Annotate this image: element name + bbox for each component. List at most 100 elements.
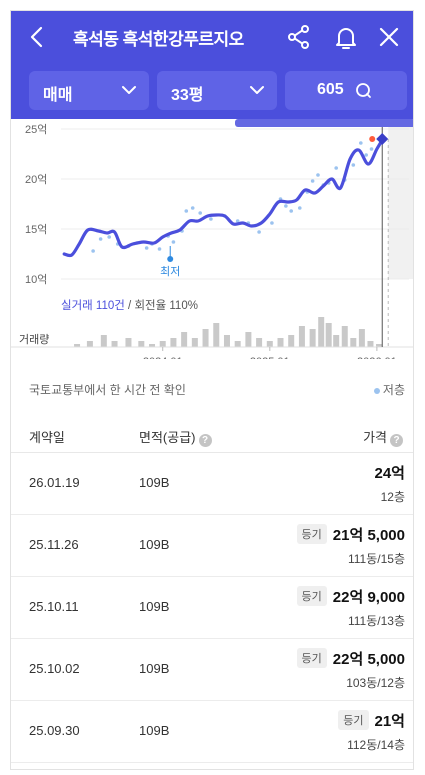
- volume-bar: [298, 326, 305, 347]
- top-bar: 흑석동 흑석한강푸르지오: [11, 11, 413, 63]
- trade-point: [351, 163, 356, 167]
- help-icon[interactable]: ?: [198, 434, 212, 447]
- volume-bar: [138, 341, 145, 347]
- page-title: 흑석동 흑석한강푸르지오: [73, 30, 244, 49]
- trade-point: [209, 217, 213, 221]
- volume-bar: [125, 338, 132, 347]
- trade-point: [144, 246, 149, 250]
- close-icon[interactable]: [375, 23, 403, 51]
- trade-point: [190, 206, 195, 210]
- row-price: 24억: [374, 465, 406, 482]
- trade-type-dropdown[interactable]: 매매: [29, 71, 149, 110]
- volume-bar: [376, 344, 383, 347]
- price-trend-line: [62, 138, 384, 258]
- row-price-line: 등기 21억 5,000: [296, 524, 405, 545]
- bell-icon[interactable]: [332, 23, 360, 51]
- row-floor: 12층: [380, 490, 405, 504]
- chevron-down-icon: [250, 86, 264, 94]
- comments-button[interactable]: 605: [285, 71, 407, 110]
- volume-bar: [149, 344, 156, 347]
- comment-bubble-icon: [356, 83, 371, 98]
- trade-point: [91, 249, 95, 253]
- x-tick-label: 2026.01: [357, 356, 397, 359]
- row-price-cell: 등기 21억 5,000 111동/15층: [296, 524, 405, 567]
- trade-point: [270, 221, 274, 225]
- row-price: 22억 5,000: [332, 651, 405, 668]
- size-label: 33평: [171, 87, 204, 104]
- header-date: 계약일: [29, 430, 65, 445]
- row-price-line: 등기 22억 5,000: [296, 648, 405, 669]
- volume-bar: [111, 341, 118, 347]
- header-area: 면적(공급)?: [139, 427, 212, 447]
- volume-bar: [170, 338, 177, 347]
- tooltip-edge: [235, 119, 413, 127]
- volume-bar: [100, 335, 107, 347]
- volume-bar: [325, 323, 332, 347]
- volume-bar: [191, 338, 198, 347]
- source-row: 국토교통부에서 한 시간 전 확인 저층: [11, 381, 413, 401]
- row-date: 26.01.19: [29, 475, 80, 490]
- row-date: 25.10.11: [29, 599, 79, 614]
- trade-point: [369, 147, 374, 151]
- table-row[interactable]: 26.01.19 109B 24억 12층: [11, 453, 413, 515]
- share-icon[interactable]: [285, 23, 313, 51]
- comment-count: 605: [317, 81, 344, 98]
- header-price-label: 가격: [363, 430, 387, 445]
- row-floor: 111동/15층: [347, 552, 405, 566]
- trade-point: [289, 209, 294, 213]
- x-tick-label: 2025.01: [250, 356, 290, 359]
- app-frame: 흑석동 흑석한강푸르지오 매매 33평: [10, 10, 414, 770]
- trade-summary: 실거래 110건 / 회전율 110%: [61, 297, 198, 313]
- min-marker-dot: [167, 256, 174, 262]
- row-price: 22억 9,000: [332, 589, 405, 606]
- volume-bar: [223, 335, 230, 347]
- back-arrow-icon[interactable]: [25, 23, 49, 51]
- registered-badge: 등기: [296, 524, 327, 544]
- row-area: 109B: [139, 475, 170, 490]
- help-icon[interactable]: ?: [390, 434, 403, 447]
- trade-point: [364, 153, 368, 157]
- trade-point: [198, 211, 202, 215]
- trade-point: [171, 240, 176, 244]
- transaction-list: 26.01.19 109B 24억 12층 25.11.26 109B 등기 21억 5,00…: [11, 453, 413, 763]
- y-tick-label: 25억: [25, 123, 47, 136]
- volume-bar: [202, 329, 209, 347]
- volume-bar: [159, 341, 166, 347]
- legend-label: 저층: [382, 383, 405, 397]
- row-price-cell: 등기 21억 112동/14층: [338, 710, 405, 753]
- size-dropdown[interactable]: 33평: [157, 71, 277, 110]
- price-chart-svg: 25억 20억 15억 10억 2024.01 2025.01 2026.01 최저: [11, 119, 413, 368]
- row-price-cell: 등기 22억 5,000 103동/12층: [296, 648, 405, 691]
- table-row[interactable]: 25.11.26 109B 등기 21억 5,000 111동/15층: [11, 515, 413, 577]
- trade-count: 실거래 110건: [61, 300, 125, 312]
- row-price-cell: 24억 12층: [375, 462, 406, 505]
- registered-badge: 등기: [296, 648, 327, 668]
- volume-bar: [333, 335, 340, 347]
- data-source-text: 국토교통부에서 한 시간 전 확인: [29, 383, 186, 397]
- row-floor: 112동/14층: [347, 738, 405, 752]
- table-row[interactable]: 25.10.02 109B 등기 22억 5,000 103동/12층: [11, 639, 413, 701]
- volume-bar: [234, 341, 241, 347]
- y-tick-label: 20억: [25, 173, 47, 186]
- trade-point: [98, 237, 103, 241]
- row-date: 25.10.02: [29, 661, 80, 676]
- volume-bar: [266, 341, 273, 347]
- volume-label: 거래량: [19, 334, 50, 346]
- table-row[interactable]: 25.09.30 109B 등기 21억 112동/14층: [11, 701, 413, 763]
- row-date: 25.11.26: [29, 537, 79, 552]
- volume-bar: [288, 335, 295, 347]
- volume-bar: [86, 341, 93, 347]
- table-row[interactable]: 25.10.11 109B 등기 22억 9,000 111동/13층: [11, 577, 413, 639]
- x-tick-label: 2024.01: [143, 356, 183, 359]
- registered-badge: 등기: [338, 710, 369, 730]
- trade-point: [316, 173, 320, 177]
- trade-point: [310, 179, 315, 183]
- row-floor: 111동/13층: [347, 614, 405, 628]
- filter-bar: 매매 33평 605: [29, 71, 407, 111]
- price-chart[interactable]: 25억 20억 15억 10억 2024.01 2025.01 2026.01 최저 실거…: [11, 119, 413, 368]
- trade-point: [297, 206, 302, 210]
- volume-bar: [350, 338, 357, 347]
- trade-point: [235, 219, 240, 223]
- registered-badge: 등기: [296, 586, 327, 606]
- volume-bar: [358, 329, 365, 347]
